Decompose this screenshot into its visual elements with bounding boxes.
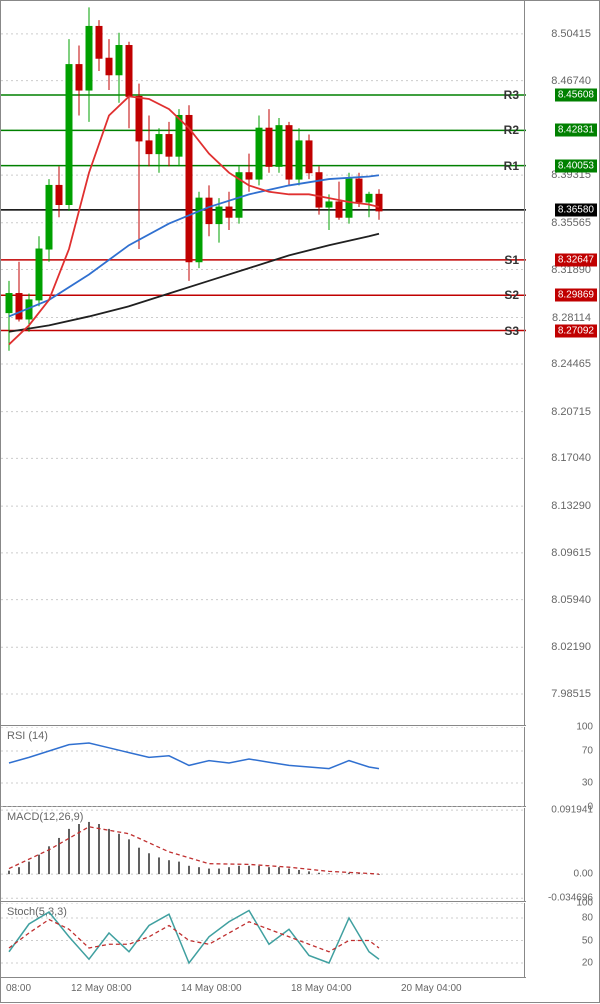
x-tick-label: 20 May 04:00 [401,983,462,994]
y-tick-label: 8.09615 [551,547,591,559]
pivot-label-s3: S3 [504,324,519,338]
stoch-panel[interactable]: Stoch(5,3,3) [1,903,526,978]
rsi-panel[interactable]: RSI (14) [1,727,526,807]
main-price-chart[interactable] [1,1,526,726]
pivot-label-r1: R1 [504,159,519,173]
y-tick-label: 8.20715 [551,406,591,418]
x-tick-label: 18 May 04:00 [291,983,352,994]
y-tick-label: 8.13290 [551,500,591,512]
x-tick-label: 14 May 08:00 [181,983,242,994]
y-tick-label: 8.35565 [551,217,591,229]
pivot-price-s1: 8.32647 [555,253,597,266]
macd-tick: 0.091941 [551,805,593,816]
y-tick-label: 8.28114 [552,312,591,324]
pivot-label-s2: S2 [504,288,519,302]
pivot-label-s1: S1 [504,253,519,267]
rsi-tick: 70 [582,746,593,757]
macd-y-axis: -0.0346960.000.091941 [524,808,599,902]
chart-container: 8.504158.467408.393158.355658.318908.281… [0,0,600,1003]
macd-panel[interactable]: MACD(12,26,9) [1,808,526,902]
pivot-price-r2: 8.42831 [555,124,597,137]
y-tick-label: 8.50415 [551,28,591,40]
pivot-price-r1: 8.40053 [555,159,597,172]
x-tick-label: 12 May 08:00 [71,983,132,994]
stoch-y-axis: 205080100 [524,903,599,978]
y-tick-label: 7.98515 [551,688,591,700]
rsi-y-axis: 03070100 [524,727,599,807]
macd-tick: 0.00 [574,869,593,880]
pivot-label-r3: R3 [504,88,519,102]
pivot-price-price: 8.36580 [555,203,597,216]
stoch-tick: 100 [576,898,593,909]
y-tick-label: 8.17040 [551,452,591,464]
rsi-tick: 30 [582,778,593,789]
pivot-price-s3: 8.27092 [555,324,597,337]
x-tick-label: 08:00 [6,983,31,994]
y-tick-label: 8.24465 [551,358,591,370]
stoch-tick: 20 [582,958,593,969]
y-tick-label: 8.46740 [551,75,591,87]
stoch-tick: 80 [582,913,593,924]
pivot-price-r3: 8.45608 [555,89,597,102]
main-y-axis: 8.504158.467408.393158.355658.318908.281… [524,1,599,726]
stoch-tick: 50 [582,935,593,946]
pivot-label-r2: R2 [504,123,519,137]
x-axis: 08:00 12 May 08:00 14 May 08:00 18 May 04:0… [1,979,600,1004]
y-tick-label: 8.02190 [551,641,591,653]
rsi-tick: 100 [576,722,593,733]
pivot-price-s2: 8.29869 [555,289,597,302]
y-tick-label: 8.05940 [551,594,591,606]
